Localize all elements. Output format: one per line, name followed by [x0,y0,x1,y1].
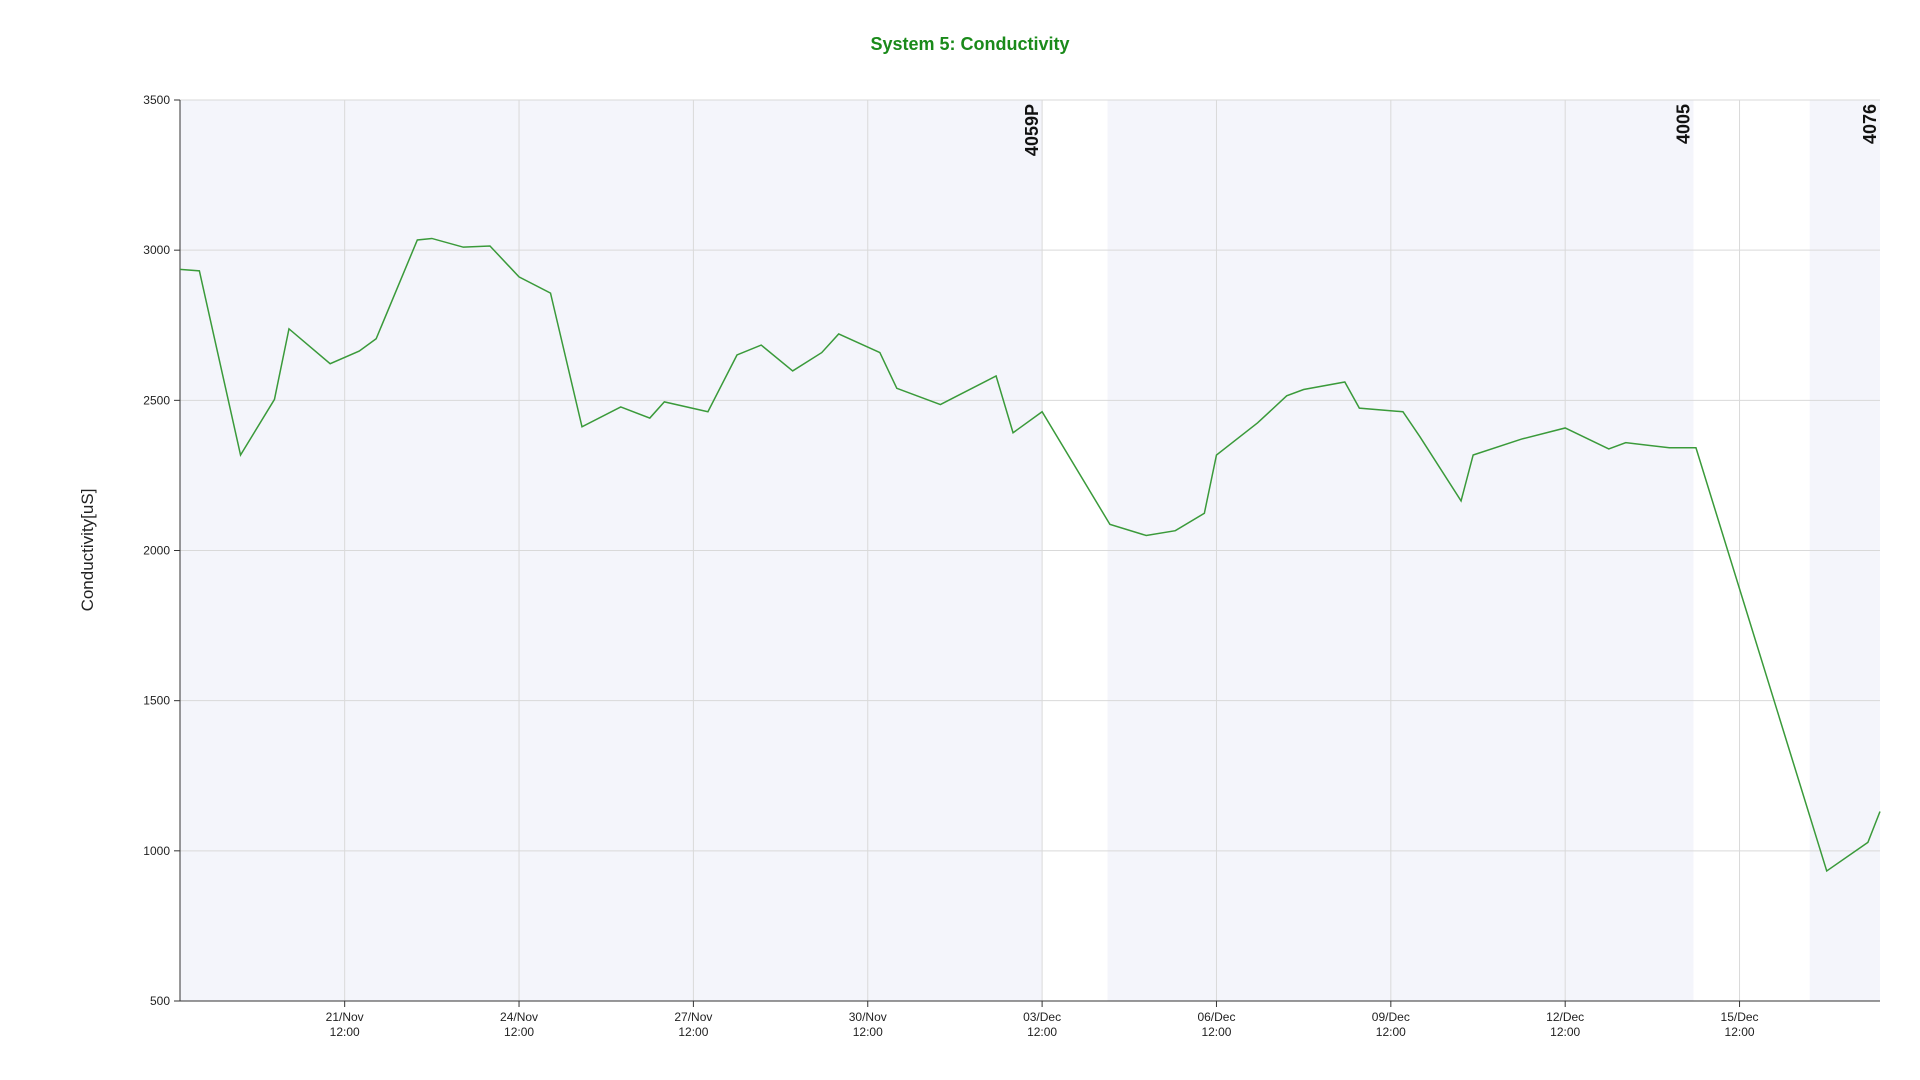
x-tick-label: 03/Dec 12:00 [1023,1010,1061,1039]
y-axis-label: Conductivity[uS] [78,489,97,612]
x-tick-label-line: 12:00 [678,1025,708,1039]
x-tick-label-line: 12:00 [1201,1025,1231,1039]
x-tick-label: 15/Dec 12:00 [1721,1010,1759,1039]
x-tick-label: 09/Dec 12:00 [1372,1010,1410,1039]
x-tick-label-line: 12:00 [330,1025,360,1039]
x-tick-label-line: 12:00 [1027,1025,1057,1039]
x-tick-label-line: 12:00 [504,1025,534,1039]
x-tick-label-line: 12:00 [1376,1025,1406,1039]
x-tick-label-line: 21/Nov [326,1010,364,1024]
x-tick-label-line: 27/Nov [674,1010,712,1024]
y-tick-label: 1000 [143,844,170,858]
x-tick-label: 21/Nov 12:00 [326,1010,364,1039]
data-line [179,237,1881,873]
x-tick-label: 30/Nov 12:00 [849,1010,887,1039]
y-tick-label: 1500 [143,694,170,708]
y-tick-label: 3000 [143,243,170,257]
x-tick-label-line: 12/Dec [1546,1010,1584,1024]
annotation: 4076 [1860,104,1880,144]
x-tick-label-line: 15/Dec [1721,1010,1759,1024]
x-tick-label-line: 12:00 [853,1025,883,1039]
x-tick-label-line: 06/Dec [1197,1010,1235,1024]
x-tick-label: 24/Nov 12:00 [500,1010,538,1039]
x-tick-label-line: 12:00 [1550,1025,1580,1039]
x-tick-label: 06/Dec 12:00 [1197,1010,1235,1039]
y-tick-label: 2500 [143,393,170,407]
x-tick-label: 12/Dec 12:00 [1546,1010,1584,1039]
x-tick-label-line: 24/Nov [500,1010,538,1024]
y-tick-label: 2000 [143,544,170,558]
x-tick-label-line: 09/Dec [1372,1010,1410,1024]
annotation: 4059P [1022,104,1042,156]
chart-title: System 5: Conductivity [870,34,1069,54]
x-tick-label-line: 30/Nov [849,1010,887,1024]
x-tick-label-line: 03/Dec [1023,1010,1061,1024]
y-tick-label: 3500 [143,93,170,107]
annotation: 4005 [1674,104,1694,144]
y-tick-label: 500 [150,994,170,1008]
x-tick-label-line: 12:00 [1725,1025,1755,1039]
x-tick-label: 27/Nov 12:00 [674,1010,712,1039]
